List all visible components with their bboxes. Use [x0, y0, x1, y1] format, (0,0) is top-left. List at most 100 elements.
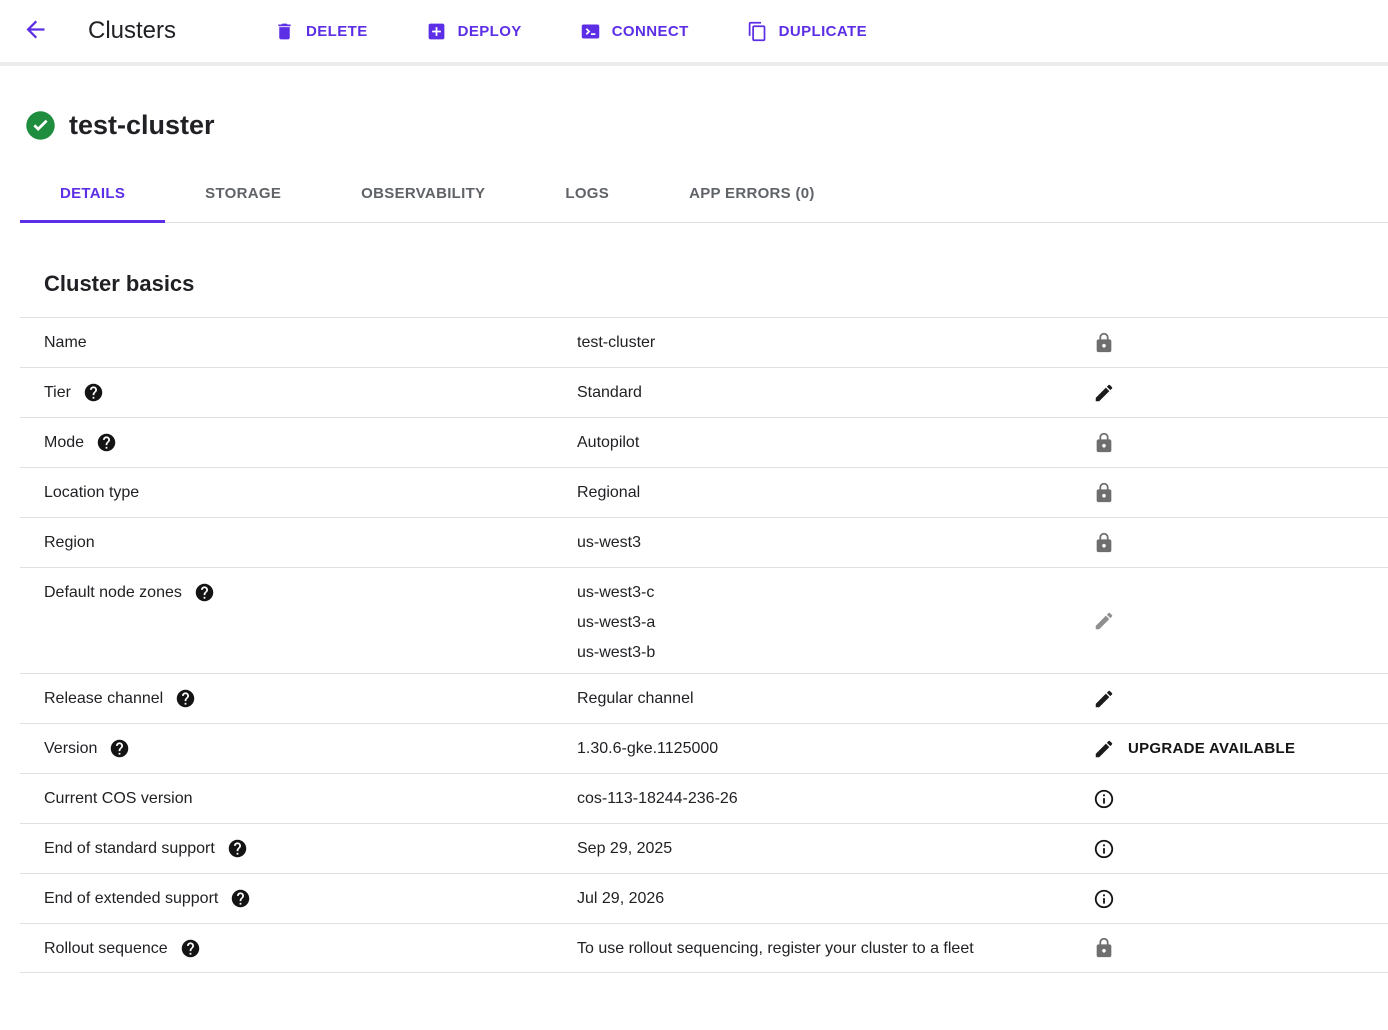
row-value: us-west3-c us-west3-a us-west3-b: [577, 568, 1073, 673]
row-value-line: us-west3-b: [577, 644, 656, 661]
lock-icon: [1093, 482, 1115, 504]
action-label: DELETE: [306, 22, 368, 40]
row-action-cell: [1073, 674, 1388, 723]
trash-icon: [274, 21, 295, 42]
table-row: Name test-cluster: [20, 317, 1388, 367]
table-row: Release channel Regular channel: [20, 673, 1388, 723]
plus-box-icon: [426, 21, 447, 42]
row-value-line: Regular channel: [577, 690, 694, 707]
tab-logs[interactable]: LOGS: [525, 165, 649, 222]
row-label: Release channel: [44, 690, 164, 707]
deploy-button[interactable]: DEPLOY: [420, 13, 528, 50]
help-icon[interactable]: [109, 738, 130, 759]
edit-icon[interactable]: [1093, 738, 1115, 760]
row-label: Location type: [44, 484, 140, 501]
row-value-line: test-cluster: [577, 334, 656, 351]
row-label: Name: [44, 334, 87, 351]
action-label: CONNECT: [611, 22, 689, 40]
info-icon[interactable]: [1093, 838, 1115, 860]
row-value: 1.30.6-gke.1125000: [577, 724, 1073, 773]
row-label: Rollout sequence: [44, 940, 168, 957]
row-value-line: To use rollout sequencing, register your…: [577, 940, 974, 957]
row-label: Region: [44, 534, 95, 551]
row-label-cell: Version: [20, 724, 577, 773]
row-action-cell: [1073, 874, 1388, 923]
table-row: End of standard support Sep 29, 2025: [20, 823, 1388, 873]
row-value: Jul 29, 2026: [577, 874, 1073, 923]
row-label: End of extended support: [44, 890, 219, 907]
action-bar: Clusters DELETE DEPLOY CONNECT DUPLICATE: [0, 0, 1388, 66]
cluster-name: test-cluster: [69, 110, 215, 140]
check-circle-icon: [25, 110, 56, 141]
action-label: DUPLICATE: [778, 22, 867, 40]
row-value: To use rollout sequencing, register your…: [577, 924, 1073, 972]
row-value: Standard: [577, 368, 1073, 417]
row-label: End of standard support: [44, 840, 215, 857]
row-action-cell: [1073, 924, 1388, 972]
connect-button[interactable]: CONNECT: [574, 13, 695, 50]
row-label-cell: Mode: [20, 418, 577, 467]
row-label-cell: End of extended support: [20, 874, 577, 923]
row-label-cell: Region: [20, 518, 577, 567]
row-label: Mode: [44, 434, 85, 451]
row-action-cell: [1073, 318, 1388, 367]
header-actions: DELETE DEPLOY CONNECT DUPLICATE: [268, 13, 873, 50]
lock-icon: [1093, 937, 1115, 959]
info-icon[interactable]: [1093, 788, 1115, 810]
table-row: Rollout sequence To use rollout sequencin…: [20, 923, 1388, 973]
tab-app-errors-0[interactable]: APP ERRORS (0): [649, 165, 855, 222]
row-value-line: Standard: [577, 384, 642, 401]
row-value: us-west3: [577, 518, 1073, 567]
row-label-cell: Current COS version: [20, 774, 577, 823]
row-label-cell: Name: [20, 318, 577, 367]
row-value-line: cos-113-18244-236-26: [577, 790, 738, 807]
help-icon[interactable]: [230, 888, 251, 909]
edit-icon[interactable]: [1093, 382, 1115, 404]
lock-icon: [1093, 432, 1115, 454]
row-value-line: Sep 29, 2025: [577, 840, 673, 857]
row-value: test-cluster: [577, 318, 1073, 367]
info-icon[interactable]: [1093, 888, 1115, 910]
edit-icon[interactable]: [1093, 688, 1115, 710]
row-action-cell: [1073, 418, 1388, 467]
row-label-cell: Tier: [20, 368, 577, 417]
lock-icon: [1093, 332, 1115, 354]
row-label-cell: End of standard support: [20, 824, 577, 873]
cluster-basics-table: Name test-cluster Tier Standard Mode Autopilo…: [20, 317, 1388, 973]
row-action-cell: [1073, 368, 1388, 417]
upgrade-available-button[interactable]: UPGRADE AVAILABLE: [1128, 740, 1296, 757]
tab-storage[interactable]: STORAGE: [165, 165, 321, 222]
row-action-cell: [1073, 568, 1388, 673]
table-row: Region us-west3: [20, 517, 1388, 567]
table-row: Tier Standard: [20, 367, 1388, 417]
duplicate-button[interactable]: DUPLICATE: [741, 13, 873, 50]
row-value: cos-113-18244-236-26: [577, 774, 1073, 823]
tab-observability[interactable]: OBSERVABILITY: [321, 165, 525, 222]
section-title: Cluster basics: [44, 271, 195, 296]
back-button[interactable]: [14, 10, 56, 52]
row-value-line: us-west3: [577, 534, 642, 551]
delete-button[interactable]: DELETE: [268, 13, 374, 50]
row-value-line: Autopilot: [577, 434, 640, 451]
row-label: Default node zones: [44, 584, 182, 601]
row-label-cell: Location type: [20, 468, 577, 517]
table-row: Location type Regional: [20, 467, 1388, 517]
row-value-line: us-west3-c: [577, 584, 655, 601]
tab-bar: DETAILS STORAGE OBSERVABILITY LOGS APP ERROR…: [20, 165, 1388, 223]
help-icon[interactable]: [227, 838, 248, 859]
tab-details[interactable]: DETAILS: [20, 165, 166, 223]
table-row: Version 1.30.6-gke.1125000 UPGRADE AVAILAB…: [20, 723, 1388, 773]
lock-icon: [1093, 532, 1115, 554]
row-value-line: 1.30.6-gke.1125000: [577, 740, 719, 757]
help-icon[interactable]: [96, 432, 117, 453]
table-row: Mode Autopilot: [20, 417, 1388, 467]
row-value-line: us-west3-a: [577, 614, 656, 631]
row-value-line: Jul 29, 2026: [577, 890, 665, 907]
help-icon[interactable]: [194, 582, 215, 603]
cluster-title-row: test-cluster: [0, 110, 1388, 141]
table-row: Default node zones us-west3-c us-west3-a us…: [20, 567, 1388, 673]
help-icon[interactable]: [83, 382, 104, 403]
help-icon[interactable]: [180, 938, 201, 959]
help-icon[interactable]: [175, 688, 196, 709]
edit-icon-disabled: [1093, 610, 1115, 632]
